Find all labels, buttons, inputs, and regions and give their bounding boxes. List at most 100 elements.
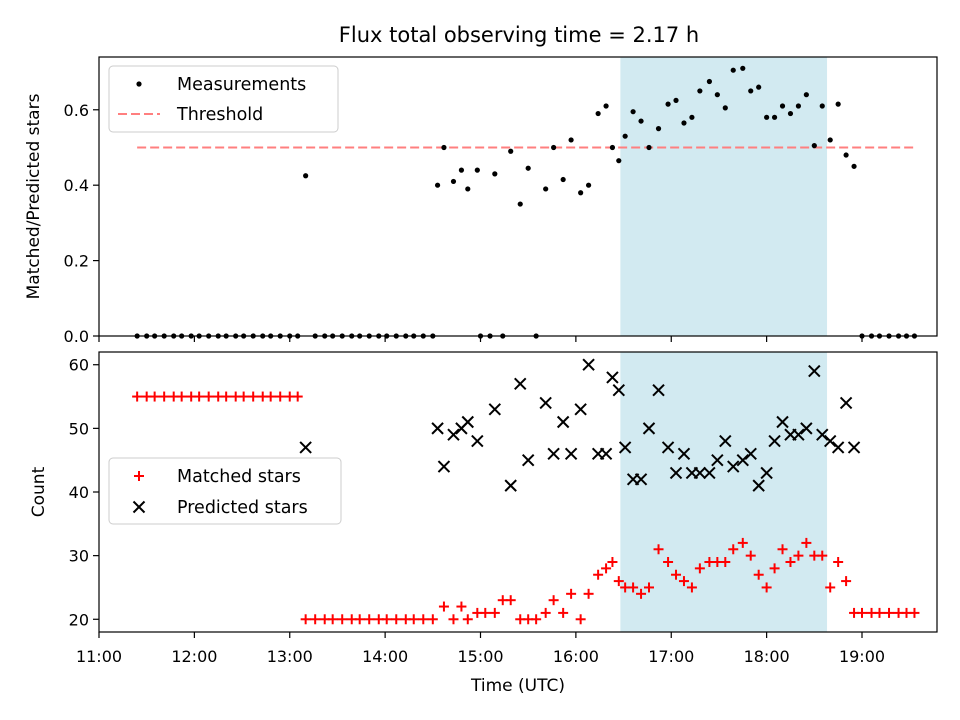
measurement-point bbox=[525, 165, 531, 171]
matched-star-point bbox=[636, 588, 647, 599]
x-tick-label: 12:00 bbox=[171, 647, 217, 666]
predicted-star-point-b bbox=[768, 434, 781, 448]
predicted-star-point-b bbox=[711, 453, 724, 467]
predicted-star-point-b bbox=[677, 447, 691, 461]
predicted-star-point-b bbox=[556, 415, 570, 429]
bottom-x-ticks: 11:00 12:00 13:00 14:00 15:00 16:00 17:00 18:00… bbox=[76, 632, 885, 666]
predicted-star-point-b bbox=[703, 466, 716, 480]
predicted-star-point bbox=[521, 453, 535, 467]
predicted-star-point bbox=[652, 383, 665, 397]
matched-star-point bbox=[203, 391, 214, 402]
predicted-star-point bbox=[711, 453, 724, 467]
predicted-star-point-b bbox=[582, 358, 595, 371]
predicted-star-point-b bbox=[661, 441, 675, 454]
measurement-point bbox=[851, 163, 857, 169]
predicted-star-point bbox=[760, 466, 773, 480]
predicted-star-point-b bbox=[564, 447, 578, 461]
measurement-point bbox=[303, 173, 309, 179]
matched-star-point bbox=[909, 607, 920, 618]
matched-star-point bbox=[833, 557, 844, 567]
matched-star-point bbox=[408, 614, 419, 625]
predicted-star-point-b bbox=[776, 415, 789, 429]
top-legend-box bbox=[108, 65, 339, 133]
predicted-star-point bbox=[618, 441, 632, 454]
predicted-star-point bbox=[582, 358, 595, 371]
measurement-point bbox=[819, 103, 825, 109]
bottom-shaded-region bbox=[620, 352, 828, 632]
x-tick-label: 15:00 bbox=[457, 647, 503, 666]
predicted-star-point-b bbox=[606, 371, 619, 384]
matched-star-point bbox=[694, 563, 705, 574]
matched-star-point bbox=[720, 557, 731, 567]
measurement-point bbox=[706, 78, 713, 85]
measurement-point bbox=[474, 167, 480, 173]
bottom-panel: 20 30 40 50 60 11:00 12:00 13:00 14:00 15:00 16:0… bbox=[29, 351, 938, 696]
matched-star-point bbox=[300, 614, 311, 625]
measurement-point bbox=[517, 201, 523, 207]
predicted-star-point bbox=[539, 396, 552, 410]
measurement-point bbox=[450, 178, 457, 185]
matched-star-point bbox=[456, 601, 467, 612]
matched-star-point bbox=[817, 550, 828, 561]
matched-star-point bbox=[607, 557, 618, 567]
matched-star-point bbox=[391, 614, 402, 625]
x-tick-label: 13:00 bbox=[267, 647, 313, 666]
predicted-star-point-b bbox=[488, 403, 502, 416]
matched-star-point bbox=[728, 544, 739, 555]
measurement-point bbox=[827, 137, 833, 143]
predicted-star-point-b bbox=[752, 479, 765, 492]
legend-measurements-label: Measurements bbox=[177, 75, 306, 95]
predicted-star-point bbox=[669, 466, 683, 480]
matched-star-point bbox=[884, 607, 895, 618]
predicted-star-point bbox=[768, 434, 781, 448]
predicted-star-point-b bbox=[599, 447, 613, 461]
top-shaded-region bbox=[620, 57, 828, 336]
measurement-point bbox=[756, 84, 762, 90]
predicted-star-point bbox=[599, 447, 613, 461]
predicted-star-point-b bbox=[634, 473, 648, 486]
matched-star-point bbox=[874, 607, 885, 618]
matched-star-point bbox=[777, 544, 788, 555]
matched-star-point bbox=[480, 607, 491, 618]
matched-star-point bbox=[801, 537, 812, 548]
bottom-y-ticks: 20 30 40 50 60 bbox=[69, 356, 99, 629]
predicted-star-point-b bbox=[652, 383, 665, 397]
top-x-ticks bbox=[98, 336, 863, 342]
matched-star-point bbox=[601, 563, 612, 574]
predicted-star-point bbox=[564, 447, 578, 461]
measurement-point bbox=[441, 144, 447, 151]
bottom-legend-box bbox=[108, 457, 342, 525]
bottom-y-tick-label: 20 bbox=[69, 610, 89, 629]
matched-star-point bbox=[354, 614, 365, 625]
predicted-star-point bbox=[431, 422, 444, 435]
predicted-star-point bbox=[634, 473, 648, 486]
predicted-star-point-b bbox=[618, 441, 632, 454]
matched-star-point bbox=[558, 607, 569, 618]
matched-star-point bbox=[575, 614, 586, 625]
bottom-y-tick-label: 40 bbox=[69, 483, 89, 502]
measurement-point bbox=[465, 186, 471, 192]
measurement-point bbox=[622, 133, 628, 139]
matched-star-point bbox=[159, 391, 170, 402]
predicted-star-point-b bbox=[792, 428, 805, 441]
predicted-star-point-b bbox=[693, 466, 707, 480]
predicted-star-point-b bbox=[816, 428, 829, 441]
matched-star-point bbox=[737, 537, 748, 548]
top-y-tick-label: 0.2 bbox=[64, 252, 89, 271]
predicted-star-point-b bbox=[574, 403, 587, 416]
x-axis-label: Time (UTC) bbox=[470, 676, 565, 696]
measurement-point bbox=[578, 190, 584, 196]
predicted-star-point-b bbox=[824, 434, 837, 448]
matched-star-point bbox=[671, 569, 682, 580]
matched-star-point bbox=[613, 576, 624, 587]
bottom-y-tick-label: 50 bbox=[69, 419, 89, 438]
predicted-star-point-b bbox=[461, 415, 474, 429]
matched-star-point bbox=[275, 391, 286, 402]
predicted-star-point-b bbox=[642, 422, 656, 435]
measurement-point bbox=[609, 144, 616, 151]
predicted-star-point-b bbox=[612, 383, 626, 397]
matched-star-point bbox=[793, 550, 804, 561]
predicted-star-point-b bbox=[719, 434, 732, 448]
chart-title: Flux total observing time = 2.17 h bbox=[339, 23, 699, 47]
